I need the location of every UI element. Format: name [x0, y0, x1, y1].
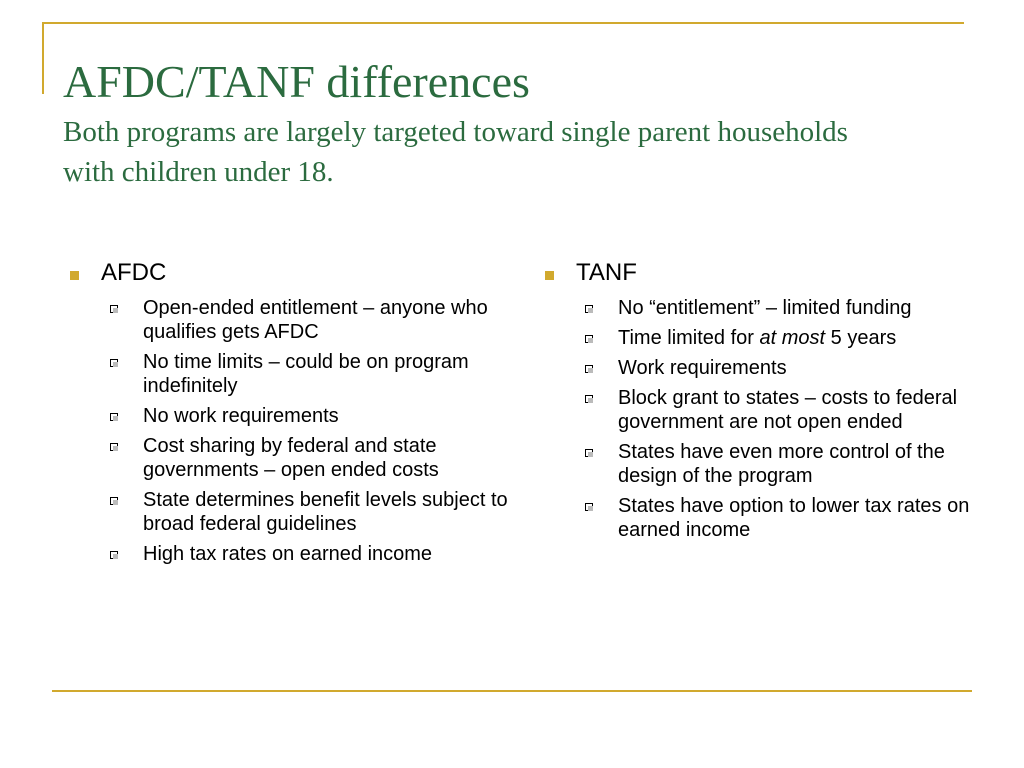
slide-title: AFDC/TANF differences: [63, 56, 530, 107]
list-item-text: No work requirements: [143, 405, 339, 427]
list-item-text: Cost sharing by federal and state govern…: [143, 435, 439, 481]
list-item: High tax rates on earned income: [110, 542, 510, 566]
list-item: Work requirements: [585, 356, 985, 380]
list-item: States have even more control of the des…: [585, 440, 985, 488]
box-bullet-icon: [110, 443, 118, 451]
frame-left-line: [42, 22, 44, 94]
list-item-text: States have option to lower tax rates on…: [618, 495, 970, 541]
box-bullet-icon: [110, 413, 118, 421]
list-item-text: State determines benefit levels subject …: [143, 489, 508, 535]
list-item: Block grant to states – costs to federal…: [585, 386, 985, 434]
tanf-heading-row: TANF: [545, 258, 985, 288]
slide-subtitle: Both programs are largely targeted towar…: [63, 116, 848, 188]
list-item: Cost sharing by federal and state govern…: [110, 434, 510, 482]
afdc-heading: AFDC: [101, 259, 167, 286]
tanf-column: TANF No “entitlement” – limited funding …: [545, 258, 985, 548]
afdc-list: Open-ended entitlement – anyone who qual…: [70, 296, 510, 566]
list-item-text: No “entitlement” – limited funding: [618, 297, 912, 319]
square-bullet-icon: [545, 271, 554, 280]
list-item: States have option to lower tax rates on…: [585, 494, 985, 542]
box-bullet-icon: [110, 497, 118, 505]
list-item: No time limits – could be on program ind…: [110, 350, 510, 398]
box-bullet-icon: [585, 449, 593, 457]
box-bullet-icon: [585, 503, 593, 511]
list-item: State determines benefit levels subject …: [110, 488, 510, 536]
square-bullet-icon: [70, 271, 79, 280]
list-item-text: Block grant to states – costs to federal…: [618, 387, 958, 433]
time-limit-emphasis: at most: [759, 327, 826, 349]
box-bullet-icon: [585, 305, 593, 313]
tanf-list: No “entitlement” – limited funding Time …: [545, 296, 985, 542]
list-item: Time limited for at most 5 years: [585, 326, 985, 350]
list-item-text: High tax rates on earned income: [143, 543, 433, 565]
list-item: Open-ended entitlement – anyone who qual…: [110, 296, 510, 344]
list-item-text: No time limits – could be on program ind…: [143, 351, 469, 397]
box-bullet-icon: [110, 305, 118, 313]
list-item-text: Work requirements: [618, 357, 787, 379]
afdc-column: AFDC Open-ended entitlement – anyone who…: [70, 258, 510, 572]
title-block: AFDC/TANF differences Both programs are …: [63, 56, 963, 192]
list-item: No “entitlement” – limited funding: [585, 296, 985, 320]
list-item-text: States have even more control of the des…: [618, 441, 945, 487]
afdc-heading-row: AFDC: [70, 258, 510, 288]
frame-top-line: [42, 22, 964, 24]
tanf-heading: TANF: [576, 259, 637, 286]
box-bullet-icon: [585, 335, 593, 343]
box-bullet-icon: [585, 365, 593, 373]
list-item-text: Time limited for at most 5 years: [618, 326, 896, 350]
list-item-text: Open-ended entitlement – anyone who qual…: [143, 297, 488, 343]
frame-bottom-line: [52, 690, 972, 692]
time-limit-text-after: 5 years: [825, 327, 897, 349]
box-bullet-icon: [110, 359, 118, 367]
list-item: No work requirements: [110, 404, 510, 428]
box-bullet-icon: [110, 551, 118, 559]
time-limit-text-before: Time limited for: [618, 327, 760, 349]
box-bullet-icon: [585, 395, 593, 403]
